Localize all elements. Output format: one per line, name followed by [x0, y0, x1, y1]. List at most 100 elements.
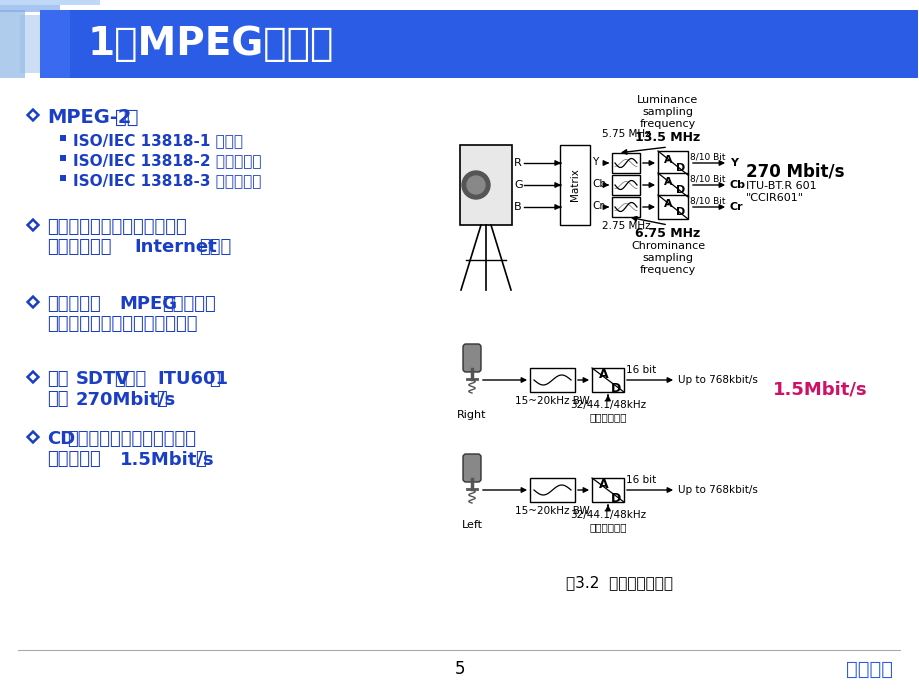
- Polygon shape: [29, 221, 37, 228]
- FancyBboxPatch shape: [591, 368, 623, 392]
- Text: SDTV: SDTV: [76, 370, 130, 388]
- Text: D: D: [675, 163, 685, 173]
- Text: 16 bit: 16 bit: [625, 475, 655, 485]
- Text: Up to 768kbit/s: Up to 768kbit/s: [677, 375, 757, 385]
- Text: sampling: sampling: [641, 253, 693, 263]
- Text: "CCIR601": "CCIR601": [745, 193, 803, 203]
- Polygon shape: [25, 369, 41, 385]
- Polygon shape: [25, 429, 41, 445]
- Polygon shape: [25, 217, 41, 233]
- Text: 信号（: 信号（: [114, 370, 146, 388]
- Text: 270 Mbit/s: 270 Mbit/s: [745, 163, 844, 181]
- FancyBboxPatch shape: [529, 368, 574, 392]
- Text: 专业课堂: 专业课堂: [845, 660, 892, 679]
- Text: Internet: Internet: [134, 238, 217, 256]
- Text: ）: ）: [210, 370, 220, 388]
- FancyBboxPatch shape: [40, 10, 917, 78]
- FancyBboxPatch shape: [591, 478, 623, 502]
- Text: 15~20kHz BW: 15~20kHz BW: [515, 396, 589, 406]
- FancyBboxPatch shape: [60, 175, 66, 181]
- Text: 。: 。: [196, 450, 206, 468]
- FancyBboxPatch shape: [60, 135, 66, 141]
- Text: ISO/IEC 13818-1 系统层: ISO/IEC 13818-1 系统层: [73, 133, 243, 148]
- Text: Chrominance: Chrominance: [630, 241, 704, 251]
- FancyBboxPatch shape: [60, 155, 66, 161]
- Polygon shape: [25, 107, 41, 123]
- Text: 标准: 标准: [115, 108, 139, 127]
- Text: Matrix: Matrix: [570, 168, 579, 201]
- Text: ISO/IEC 13818-2 视频编码层: ISO/IEC 13818-2 视频编码层: [73, 153, 261, 168]
- Text: 32/44.1/48kHz: 32/44.1/48kHz: [569, 400, 645, 410]
- Text: frequency: frequency: [640, 119, 696, 129]
- FancyBboxPatch shape: [0, 0, 100, 5]
- Text: Cr: Cr: [729, 202, 743, 212]
- Text: 码率: 码率: [47, 390, 68, 408]
- Text: 1.5Mbit/s: 1.5Mbit/s: [119, 450, 214, 468]
- Text: Right: Right: [457, 410, 486, 420]
- Text: MPEG-2: MPEG-2: [47, 108, 131, 127]
- Text: A: A: [664, 199, 672, 209]
- Text: ISO/IEC 13818-3 音频编码层: ISO/IEC 13818-3 音频编码层: [73, 173, 261, 188]
- Text: Left: Left: [461, 520, 482, 530]
- Text: 6.75 MHz: 6.75 MHz: [635, 227, 700, 240]
- Text: 32/44.1/48kHz: 32/44.1/48kHz: [569, 510, 645, 520]
- Text: 5.75 MHz: 5.75 MHz: [601, 129, 650, 139]
- Text: D: D: [675, 207, 685, 217]
- Text: 13.5 MHz: 13.5 MHz: [635, 131, 700, 144]
- FancyBboxPatch shape: [0, 10, 25, 78]
- Text: 体结构，实际中具有重要意义。: 体结构，实际中具有重要意义。: [47, 315, 198, 333]
- Text: Cb: Cb: [591, 179, 606, 189]
- Polygon shape: [29, 373, 37, 381]
- FancyBboxPatch shape: [462, 344, 481, 372]
- Text: CD: CD: [47, 430, 75, 448]
- Text: ITU-BT.R 601: ITU-BT.R 601: [745, 181, 816, 191]
- Text: 音频采样频率: 音频采样频率: [588, 522, 626, 532]
- Text: 2.75 MHz: 2.75 MHz: [601, 221, 650, 231]
- FancyBboxPatch shape: [657, 151, 687, 175]
- Text: 数据。: 数据。: [199, 238, 231, 256]
- FancyBboxPatch shape: [611, 153, 640, 173]
- Text: 原始: 原始: [47, 370, 68, 388]
- Text: 质量的原始数字立体声音频: 质量的原始数字立体声音频: [67, 430, 196, 448]
- Text: G: G: [514, 180, 522, 190]
- Text: 音频采样频率: 音频采样频率: [588, 412, 626, 422]
- Text: D: D: [610, 382, 620, 395]
- Text: sampling: sampling: [641, 107, 693, 117]
- FancyBboxPatch shape: [611, 175, 640, 195]
- Text: 系统层也可用于传送音视频以: 系统层也可用于传送音视频以: [47, 218, 187, 236]
- Text: D: D: [675, 185, 685, 195]
- FancyBboxPatch shape: [462, 454, 481, 482]
- Text: 信号码率为: 信号码率为: [47, 450, 101, 468]
- FancyBboxPatch shape: [657, 173, 687, 197]
- Text: Y: Y: [729, 158, 737, 168]
- Circle shape: [461, 171, 490, 199]
- Text: 1、MPEG数据流: 1、MPEG数据流: [88, 25, 334, 63]
- Polygon shape: [29, 111, 37, 119]
- Text: 16 bit: 16 bit: [625, 365, 655, 375]
- Text: B: B: [514, 202, 521, 212]
- Text: A: A: [664, 155, 672, 165]
- Text: D: D: [610, 491, 620, 504]
- Text: R: R: [514, 158, 521, 168]
- Text: Cr: Cr: [591, 201, 603, 211]
- Circle shape: [467, 176, 484, 194]
- Text: 270Mbit/s: 270Mbit/s: [76, 390, 176, 408]
- FancyBboxPatch shape: [460, 145, 512, 225]
- Text: Up to 768kbit/s: Up to 768kbit/s: [677, 485, 757, 495]
- Text: 系统层描述: 系统层描述: [47, 295, 101, 313]
- FancyBboxPatch shape: [657, 195, 687, 219]
- Polygon shape: [29, 433, 37, 441]
- Polygon shape: [25, 294, 41, 310]
- Text: Cb: Cb: [729, 180, 745, 190]
- Text: ；: ；: [156, 390, 166, 408]
- Text: 外的数据，如: 外的数据，如: [47, 238, 111, 256]
- Polygon shape: [29, 298, 37, 306]
- FancyBboxPatch shape: [529, 478, 574, 502]
- Text: A: A: [598, 478, 608, 491]
- Text: 图3.2  视频和音频信号: 图3.2 视频和音频信号: [566, 575, 673, 590]
- Text: Luminance: Luminance: [637, 95, 698, 105]
- FancyBboxPatch shape: [20, 15, 40, 73]
- Text: 8/10 Bit: 8/10 Bit: [689, 197, 725, 206]
- Text: 8/10 Bit: 8/10 Bit: [689, 152, 725, 161]
- Text: 数据流的整: 数据流的整: [163, 295, 216, 313]
